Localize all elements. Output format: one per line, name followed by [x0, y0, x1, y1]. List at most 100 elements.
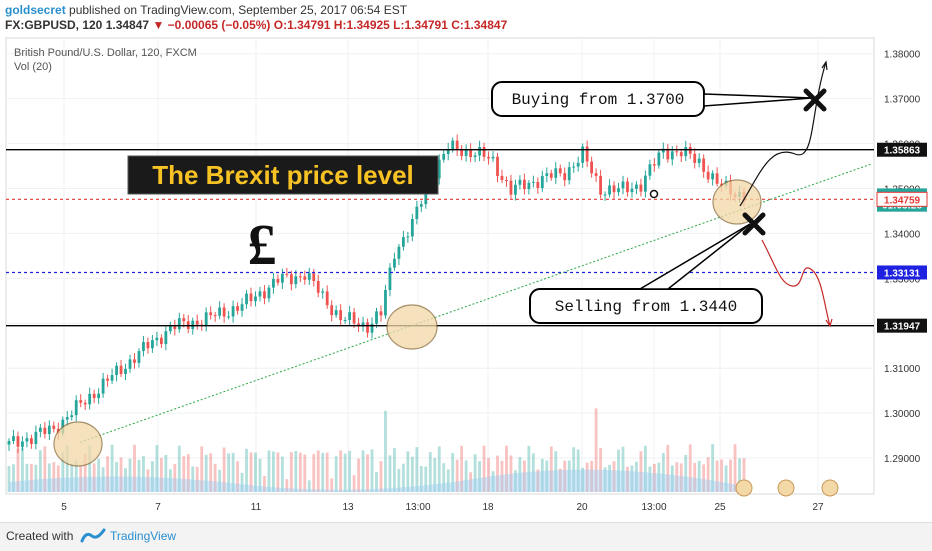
candle-body	[159, 337, 163, 345]
volume-bar	[679, 463, 683, 492]
volume-bar	[393, 448, 396, 492]
volume-bar	[195, 466, 199, 492]
publisher-link[interactable]: goldsecret	[5, 3, 66, 17]
candle-body	[670, 151, 674, 160]
candle-body	[473, 155, 477, 158]
x-tick-label: 5	[61, 502, 67, 513]
y-tick-label: 1.31000	[884, 364, 921, 375]
title-box-text: The Brexit price level	[152, 160, 414, 190]
arrowhead-down-icon	[825, 318, 833, 328]
candle-body	[298, 276, 302, 278]
down-arrow-icon: ▼	[152, 18, 165, 32]
volume-bar	[648, 466, 652, 492]
candle-body	[47, 425, 51, 435]
candle-body	[133, 359, 136, 363]
candle-body	[339, 310, 343, 321]
candle-body	[666, 148, 670, 160]
volume-bar	[630, 465, 634, 492]
volume-bar	[742, 458, 746, 492]
candle-body	[249, 293, 253, 302]
candle-body	[106, 378, 109, 381]
volume-bar	[352, 475, 356, 492]
time-axis[interactable]: 5 7 11 13 13:00 18 20 13:00 25 27	[61, 502, 824, 513]
x-tick-label: 13	[342, 502, 354, 513]
x-tick-label: 18	[482, 502, 494, 513]
volume-bar	[128, 458, 132, 492]
price-label-text: 1.33131	[884, 268, 921, 279]
candle-body	[419, 204, 423, 207]
price-axis[interactable]: 1.380001.370001.360001.350001.340001.330…	[876, 50, 928, 465]
candle-body	[446, 149, 450, 154]
volume-bar	[540, 458, 544, 492]
volume-bar	[433, 458, 437, 492]
volume-bar	[688, 444, 692, 492]
candle-body	[79, 400, 83, 403]
volume-bar	[339, 450, 343, 492]
y-tick-label: 1.37000	[884, 95, 921, 106]
volume-bar	[608, 464, 611, 492]
volume-bar	[558, 468, 562, 492]
candle-body	[254, 296, 257, 302]
candle-body	[12, 436, 15, 441]
volume-bar	[70, 463, 74, 492]
candle-body	[352, 312, 356, 324]
candle-body	[590, 161, 594, 174]
y-tick-label: 1.33000	[884, 274, 921, 285]
volume-bar	[536, 469, 540, 492]
plot-area	[5, 37, 875, 495]
sell-callout-text: Selling from 1.3440	[555, 298, 737, 316]
candle-body	[711, 173, 715, 180]
volume-bar	[455, 459, 459, 492]
volume-bar	[164, 455, 168, 492]
volume-bar	[446, 469, 450, 492]
volume-bar	[581, 467, 585, 492]
candle-body	[366, 322, 369, 333]
volume-bar	[545, 460, 549, 492]
volume-bar	[110, 444, 114, 492]
candle-body	[509, 180, 513, 195]
candle-body	[370, 323, 374, 333]
volume-bar	[204, 454, 208, 492]
candle-body	[639, 184, 643, 192]
x-tick-label: 13:00	[405, 502, 430, 513]
highlight-circle	[712, 179, 762, 225]
volume-bar	[361, 450, 365, 492]
candle-body	[397, 246, 401, 259]
volume-bar	[303, 454, 307, 492]
volume-bar	[65, 445, 69, 492]
tradingview-brand-link[interactable]: TradingView	[110, 529, 177, 543]
volume-bar	[334, 456, 338, 492]
candle-body	[531, 181, 535, 183]
volume-bar	[715, 460, 719, 492]
candle-body	[168, 325, 172, 332]
candle-body	[124, 368, 127, 374]
publish-info: goldsecret published on TradingView.com,…	[5, 3, 407, 17]
candle-body	[30, 438, 33, 444]
price-chart[interactable]: The Brexit price level £ Buying from 1.370…	[0, 34, 932, 522]
volume-bar	[263, 476, 266, 492]
candle-body	[621, 181, 625, 189]
candle-body	[487, 156, 490, 159]
volume-bar	[384, 410, 387, 492]
volume-bar	[428, 452, 432, 492]
candle-body	[644, 175, 647, 192]
volume-label: Vol (20)	[14, 61, 52, 73]
candle-body	[401, 237, 405, 247]
candle-body	[540, 175, 544, 188]
volume-bar	[451, 453, 455, 492]
tradingview-logo-icon[interactable]	[80, 527, 106, 545]
candle-body	[693, 153, 697, 163]
x-tick-label: 7	[155, 502, 161, 513]
volume-bar	[379, 461, 383, 492]
candle-body	[505, 180, 508, 182]
candle-body	[236, 306, 239, 311]
candle-body	[146, 342, 150, 349]
highlight-circle	[386, 304, 438, 350]
candle-body	[661, 148, 665, 153]
volume-bar	[397, 468, 401, 492]
candle-body	[272, 278, 275, 288]
candle-body	[43, 427, 47, 435]
candle-body	[218, 307, 222, 316]
volume-bar	[101, 467, 105, 492]
volume-bar	[267, 450, 271, 492]
